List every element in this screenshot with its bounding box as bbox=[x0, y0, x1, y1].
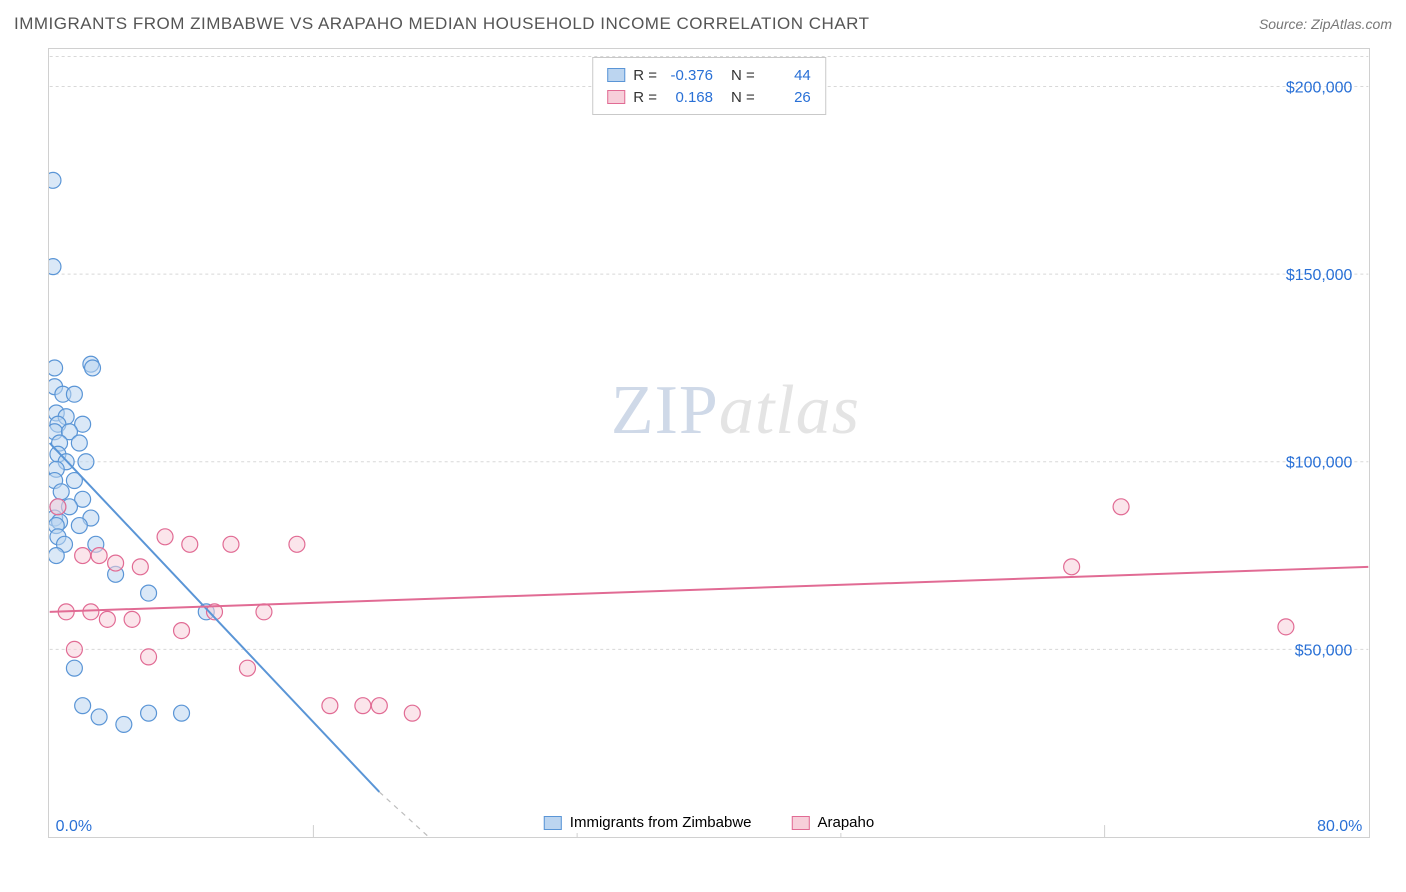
scatter-point-arapaho bbox=[99, 611, 115, 627]
scatter-point-arapaho bbox=[141, 649, 157, 665]
scatter-point-zimbabwe bbox=[78, 454, 94, 470]
stat-R-value-arapaho: 0.168 bbox=[665, 89, 713, 106]
scatter-point-arapaho bbox=[223, 536, 239, 552]
scatter-point-arapaho bbox=[1278, 619, 1294, 635]
scatter-point-zimbabwe bbox=[49, 259, 61, 275]
scatter-point-arapaho bbox=[83, 604, 99, 620]
scatter-point-zimbabwe bbox=[91, 709, 107, 725]
legend-label-zimbabwe: Immigrants from Zimbabwe bbox=[570, 814, 752, 831]
scatter-point-zimbabwe bbox=[49, 548, 64, 564]
xtick-label: 80.0% bbox=[1317, 818, 1362, 835]
scatter-point-arapaho bbox=[404, 705, 420, 721]
plot-svg: $50,000 $100,000 $150,000 $200,000 0.0% 80.0% bbox=[49, 49, 1369, 837]
stats-box: R = -0.376 N = 44 R = 0.168 N = 26 bbox=[592, 57, 826, 115]
scatter-point-arapaho bbox=[239, 660, 255, 676]
legend-item-arapaho: Arapaho bbox=[792, 814, 875, 831]
scatter-point-zimbabwe bbox=[116, 716, 132, 732]
stat-R-label: R = bbox=[633, 67, 657, 84]
stat-R-label: R = bbox=[633, 89, 657, 106]
ytick-label: $100,000 bbox=[1286, 455, 1353, 472]
scatter-point-arapaho bbox=[157, 529, 173, 545]
source-attribution: Source: ZipAtlas.com bbox=[1259, 16, 1392, 32]
scatter-point-arapaho bbox=[371, 698, 387, 714]
scatter-point-arapaho bbox=[50, 499, 66, 515]
source-prefix: Source: bbox=[1259, 16, 1311, 32]
scatter-point-zimbabwe bbox=[141, 585, 157, 601]
scatter-point-arapaho bbox=[1064, 559, 1080, 575]
scatter-point-zimbabwe bbox=[53, 484, 69, 500]
scatter-point-arapaho bbox=[108, 555, 124, 571]
scatter-point-arapaho bbox=[322, 698, 338, 714]
scatter-point-zimbabwe bbox=[71, 435, 87, 451]
chart-title: IMMIGRANTS FROM ZIMBABWE VS ARAPAHO MEDI… bbox=[14, 14, 870, 34]
legend-swatch-zimbabwe bbox=[544, 816, 562, 830]
scatter-point-arapaho bbox=[66, 641, 82, 657]
scatter-point-zimbabwe bbox=[85, 360, 101, 376]
bottom-legend: Immigrants from Zimbabwe Arapaho bbox=[536, 812, 882, 833]
scatter-point-zimbabwe bbox=[49, 360, 63, 376]
scatter-point-arapaho bbox=[75, 548, 91, 564]
scatter-point-zimbabwe bbox=[174, 705, 190, 721]
legend-label-arapaho: Arapaho bbox=[818, 814, 875, 831]
swatch-arapaho bbox=[607, 90, 625, 104]
swatch-zimbabwe bbox=[607, 68, 625, 82]
legend-swatch-arapaho bbox=[792, 816, 810, 830]
stat-N-label: N = bbox=[731, 67, 755, 84]
scatter-point-arapaho bbox=[256, 604, 272, 620]
scatter-point-arapaho bbox=[289, 536, 305, 552]
legend-item-zimbabwe: Immigrants from Zimbabwe bbox=[544, 814, 752, 831]
stat-N-value-zimbabwe: 44 bbox=[763, 67, 811, 84]
chart-header: IMMIGRANTS FROM ZIMBABWE VS ARAPAHO MEDI… bbox=[14, 14, 1392, 34]
scatter-point-arapaho bbox=[182, 536, 198, 552]
source-name: ZipAtlas.com bbox=[1311, 16, 1392, 32]
ytick-label: $50,000 bbox=[1295, 642, 1353, 659]
stat-R-value-zimbabwe: -0.376 bbox=[665, 67, 713, 84]
scatter-point-zimbabwe bbox=[66, 386, 82, 402]
scatter-point-arapaho bbox=[174, 623, 190, 639]
trend-line-arapaho bbox=[50, 567, 1369, 612]
scatter-point-zimbabwe bbox=[66, 660, 82, 676]
scatter-point-zimbabwe bbox=[49, 172, 61, 188]
stat-N-label: N = bbox=[731, 89, 755, 106]
stats-row-zimbabwe: R = -0.376 N = 44 bbox=[607, 64, 811, 86]
xtick-label: 0.0% bbox=[56, 818, 92, 835]
scatter-point-zimbabwe bbox=[71, 518, 87, 534]
chart-area: ZIPatlas $50,000$100,000$150,000$200,000… bbox=[48, 48, 1370, 838]
scatter-point-arapaho bbox=[91, 548, 107, 564]
scatter-point-arapaho bbox=[132, 559, 148, 575]
scatter-point-zimbabwe bbox=[141, 705, 157, 721]
ytick-label: $150,000 bbox=[1286, 267, 1353, 284]
scatter-point-arapaho bbox=[124, 611, 140, 627]
stats-row-arapaho: R = 0.168 N = 26 bbox=[607, 86, 811, 108]
scatter-point-arapaho bbox=[1113, 499, 1129, 515]
scatter-point-arapaho bbox=[355, 698, 371, 714]
scatter-point-zimbabwe bbox=[75, 698, 91, 714]
ytick-label: $200,000 bbox=[1286, 80, 1353, 97]
trend-line-ext-zimbabwe bbox=[379, 792, 511, 837]
stat-N-value-arapaho: 26 bbox=[763, 89, 811, 106]
